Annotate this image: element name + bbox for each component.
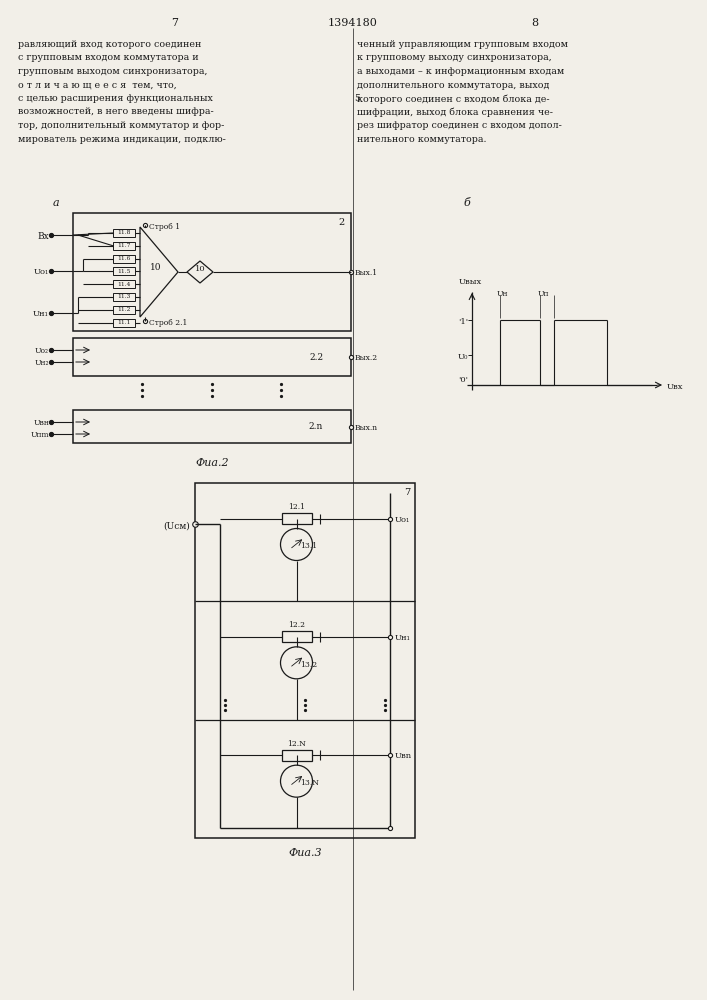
Bar: [113, 242, 135, 250]
Text: 10: 10: [194, 265, 205, 273]
Text: нительного коммутатора.: нительного коммутатора.: [357, 134, 486, 143]
Text: 11.8: 11.8: [117, 231, 131, 235]
Text: о т л и ч а ю щ е е с я  тем, что,: о т л и ч а ю щ е е с я тем, что,: [18, 81, 177, 90]
Text: Uн₁: Uн₁: [395, 634, 411, 642]
Text: Вых.n: Вых.n: [355, 424, 378, 432]
Text: с целью расширения функциональных: с целью расширения функциональных: [18, 94, 213, 103]
Bar: [195, 483, 415, 838]
Text: 8: 8: [532, 18, 539, 28]
Text: Uн₁: Uн₁: [33, 310, 49, 318]
Text: Uо₁: Uо₁: [395, 516, 410, 524]
Text: 7: 7: [404, 488, 410, 497]
Text: 2.n: 2.n: [309, 422, 323, 431]
Bar: [73, 410, 351, 443]
Text: '0': '0': [458, 376, 468, 384]
Text: Uо₂: Uо₂: [35, 347, 49, 355]
Bar: [113, 293, 135, 301]
Text: 13.1: 13.1: [300, 542, 317, 550]
Text: Uвых: Uвых: [458, 278, 481, 286]
Text: 5: 5: [354, 94, 360, 103]
Text: 13.N: 13.N: [300, 779, 320, 787]
Text: Uн: Uн: [496, 290, 508, 298]
Text: U₀: U₀: [457, 353, 468, 361]
Text: 7: 7: [172, 18, 178, 28]
Text: групповым выходом синхронизатора,: групповым выходом синхронизатора,: [18, 67, 207, 76]
Bar: [113, 267, 135, 275]
Text: 13.2: 13.2: [300, 661, 317, 669]
Text: 11.6: 11.6: [117, 256, 131, 261]
Text: а выходами – к информационным входам: а выходами – к информационным входам: [357, 67, 564, 76]
Text: а: а: [53, 198, 59, 208]
Text: равляющий вход которого соединен: равляющий вход которого соединен: [18, 40, 201, 49]
Text: дополнительного коммутатора, выход: дополнительного коммутатора, выход: [357, 81, 549, 90]
Text: шифрации, выход блока сравнения че-: шифрации, выход блока сравнения че-: [357, 107, 553, 117]
Text: возможностей, в него введены шифра-: возможностей, в него введены шифра-: [18, 107, 214, 116]
Text: рез шифратор соединен с входом допол-: рез шифратор соединен с входом допол-: [357, 121, 562, 130]
Bar: [113, 255, 135, 263]
Bar: [281, 631, 312, 642]
Text: 2.2: 2.2: [309, 353, 323, 361]
Text: б: б: [463, 198, 469, 208]
Text: которого соединен с входом блока де-: которого соединен с входом блока де-: [357, 94, 549, 104]
Bar: [281, 750, 312, 761]
Text: Uвн: Uвн: [33, 419, 49, 427]
Text: 1394180: 1394180: [328, 18, 378, 28]
Text: Uвn: Uвn: [395, 752, 412, 760]
Bar: [113, 280, 135, 288]
Bar: [73, 213, 351, 331]
Text: ченный управляющим групповым входом: ченный управляющим групповым входом: [357, 40, 568, 49]
Text: Вых.1: Вых.1: [355, 269, 378, 277]
Text: Uо₁: Uо₁: [34, 268, 49, 276]
Bar: [113, 319, 135, 327]
Text: Uп: Uп: [537, 290, 549, 298]
Bar: [113, 229, 135, 237]
Text: Вх: Вх: [37, 232, 49, 241]
Text: 11.3: 11.3: [117, 294, 131, 300]
Text: Фиа.3: Фиа.3: [288, 848, 322, 858]
Text: (Uсм): (Uсм): [163, 522, 190, 531]
Text: 11.2: 11.2: [117, 307, 131, 312]
Text: Вых.2: Вых.2: [355, 354, 378, 362]
Text: Uн₂: Uн₂: [35, 359, 49, 367]
Text: 12.1: 12.1: [288, 503, 305, 511]
Text: 12.N: 12.N: [287, 740, 306, 748]
Text: Строб 1: Строб 1: [149, 223, 180, 231]
Text: 11.5: 11.5: [117, 269, 131, 274]
Text: 11.1: 11.1: [117, 320, 131, 325]
Text: с групповым входом коммутатора и: с групповым входом коммутатора и: [18, 53, 199, 62]
Text: Uпm: Uпm: [30, 431, 49, 439]
Text: 2: 2: [339, 218, 345, 227]
Text: 11.7: 11.7: [117, 243, 131, 248]
Text: к групповому выходу синхронизатора,: к групповому выходу синхронизатора,: [357, 53, 551, 62]
Bar: [281, 513, 312, 524]
Text: '1': '1': [458, 318, 468, 326]
Bar: [113, 306, 135, 314]
Text: Строб 2.1: Строб 2.1: [149, 319, 187, 327]
Text: Uвх: Uвх: [667, 383, 684, 391]
Text: Фиа.2: Фиа.2: [195, 458, 229, 468]
Text: тор, дополнительный коммутатор и фор-: тор, дополнительный коммутатор и фор-: [18, 121, 224, 130]
Text: мирователь режима индикации, подклю-: мирователь режима индикации, подклю-: [18, 134, 226, 143]
Text: 12.2: 12.2: [288, 621, 305, 629]
Bar: [73, 338, 351, 376]
Text: 10: 10: [151, 263, 162, 272]
Text: 11.4: 11.4: [117, 282, 131, 287]
